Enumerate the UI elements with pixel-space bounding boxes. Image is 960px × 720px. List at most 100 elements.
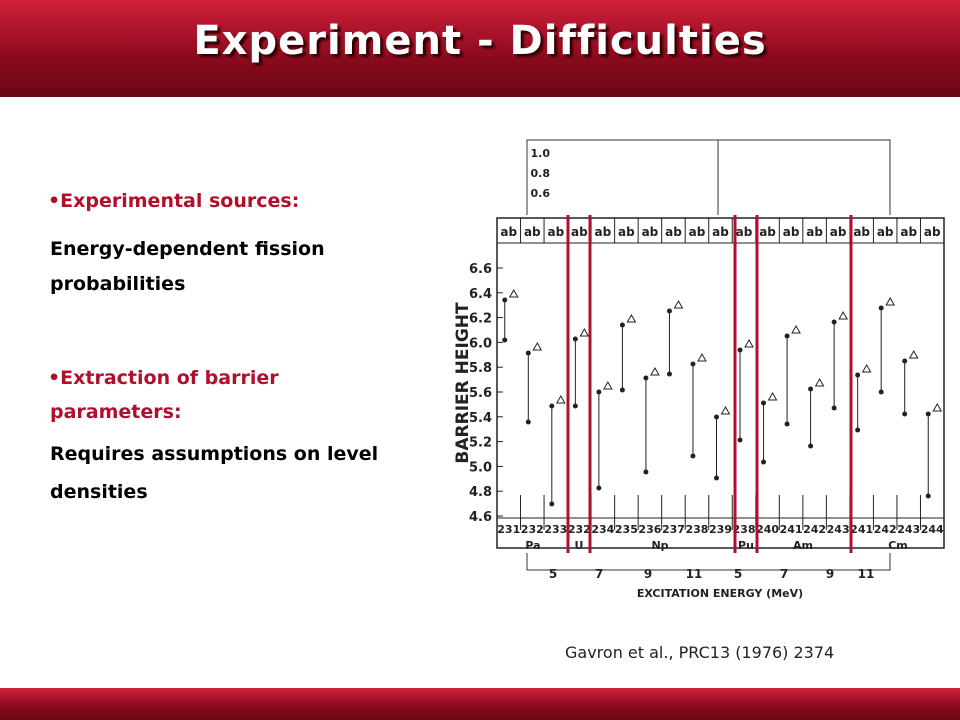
back-y-tick-label: 1.0	[531, 147, 551, 160]
point	[714, 414, 719, 420]
point	[831, 405, 837, 411]
heading: Experimental sources:	[60, 190, 300, 212]
point	[808, 386, 814, 392]
point	[502, 297, 508, 303]
isotope-label: 241	[850, 523, 873, 536]
column-header: ab	[783, 225, 800, 239]
triangle	[908, 349, 919, 359]
text: Requires assumptions on level	[50, 443, 379, 465]
text: densities	[50, 481, 148, 503]
triangle	[838, 310, 848, 320]
point	[737, 437, 743, 443]
column-header: ab	[900, 225, 917, 239]
triangle	[932, 402, 943, 412]
isotope-label: 232	[568, 523, 591, 536]
triangle	[814, 377, 825, 387]
point	[855, 372, 861, 378]
point	[808, 443, 814, 449]
point	[784, 421, 790, 427]
point	[502, 337, 508, 343]
isotope-label: 243	[897, 523, 920, 536]
x-tick-label: 5	[549, 567, 557, 581]
y-tick-label: 4.6	[469, 510, 492, 525]
point	[643, 469, 649, 475]
point	[761, 400, 767, 406]
point	[525, 350, 531, 356]
isotope-label: 242	[874, 523, 897, 536]
column-header: ab	[642, 225, 659, 239]
point	[690, 453, 696, 459]
point	[878, 389, 884, 395]
back-y-tick-label: 0.6	[531, 187, 551, 200]
x-tick-label: 7	[780, 567, 788, 581]
y-tick-label: 6.2	[469, 312, 492, 327]
point	[784, 333, 790, 339]
y-axis-label: BARRIER HEIGHT	[453, 302, 473, 464]
column-header: ab	[806, 225, 823, 239]
isotope-label: 235	[615, 523, 638, 536]
triangle	[650, 366, 660, 376]
column-header: ab	[547, 225, 564, 239]
column-header: ab	[595, 225, 612, 239]
point	[549, 501, 555, 507]
isotope-label: 236	[638, 523, 661, 536]
point	[666, 308, 672, 314]
point	[878, 305, 884, 311]
y-tick-label: 6.6	[469, 262, 492, 277]
point	[690, 361, 696, 367]
y-tick-label: 5.0	[469, 460, 492, 475]
back-y-tick-label: 0.8	[531, 167, 551, 180]
point	[902, 411, 908, 417]
column-header: ab	[618, 225, 635, 239]
y-tick-label: 5.6	[469, 386, 492, 401]
point	[831, 319, 837, 325]
plot-frame	[496, 217, 945, 549]
y-tick-label: 5.2	[469, 436, 492, 451]
point	[596, 485, 602, 491]
x-tick-label: 9	[644, 567, 652, 581]
triangle	[767, 391, 778, 401]
text: Energy-dependent fission	[50, 238, 325, 260]
x-tick-label: 11	[686, 567, 703, 581]
triangle	[697, 352, 707, 362]
triangle	[791, 324, 801, 334]
point	[855, 427, 861, 433]
column-header: ab	[712, 225, 729, 239]
element-label: U	[575, 539, 584, 552]
y-tick-label: 6.4	[469, 287, 492, 302]
point	[572, 403, 578, 409]
point	[666, 371, 672, 377]
point	[525, 419, 531, 425]
point	[925, 493, 931, 499]
isotope-label: 238	[685, 523, 708, 536]
column-header: ab	[853, 225, 870, 239]
text: probabilities	[50, 273, 186, 295]
y-tick-label: 5.8	[469, 361, 492, 376]
triangle	[603, 380, 613, 390]
triangle	[626, 313, 637, 323]
x-tick-label: 5	[734, 567, 742, 581]
citation: Gavron et al., PRC13 (1976) 2374	[565, 643, 835, 662]
column-header: ab	[571, 225, 588, 239]
heading: parameters:	[50, 401, 182, 423]
column-header: ab	[877, 225, 894, 239]
point	[902, 358, 908, 364]
point	[596, 389, 602, 395]
x-tick-label: 9	[826, 567, 834, 581]
column-header: ab	[759, 225, 776, 239]
triangle	[744, 338, 754, 348]
element-label: Pu	[738, 539, 754, 552]
title: Experiment - Difficulties	[193, 18, 767, 64]
x-tick-label: 11	[858, 567, 875, 581]
isotope-label: 240	[756, 523, 779, 536]
point	[925, 411, 931, 417]
header-bar	[0, 0, 960, 97]
point	[549, 403, 555, 409]
isotope-label: 237	[662, 523, 685, 536]
footer-bar	[0, 688, 960, 720]
point	[737, 347, 743, 353]
element-label: Np	[651, 539, 668, 552]
triangle	[508, 288, 519, 298]
triangle	[861, 363, 872, 373]
